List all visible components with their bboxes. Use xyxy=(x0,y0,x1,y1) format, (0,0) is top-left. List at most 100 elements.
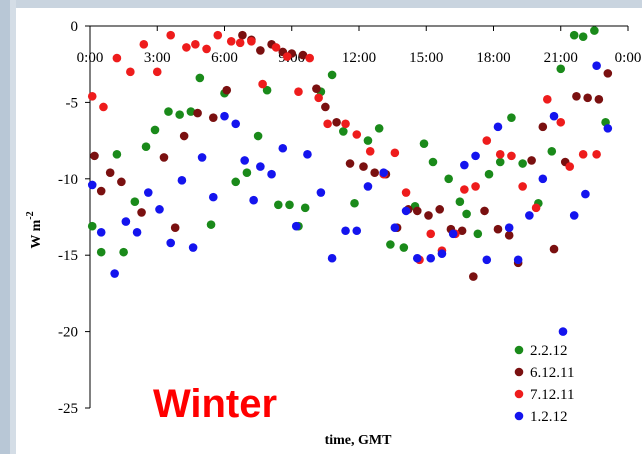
data-point xyxy=(294,87,303,97)
x-tick-label: 3:00 xyxy=(144,50,171,66)
data-point xyxy=(226,36,236,46)
data-point xyxy=(556,117,566,127)
data-point xyxy=(365,146,375,156)
data-point xyxy=(399,243,409,252)
legend: 2.2.12 6.12.11 7.12.11 1.2.12 xyxy=(514,343,574,425)
data-point xyxy=(527,156,536,165)
data-point xyxy=(152,67,162,77)
y-tick-label: -20 xyxy=(58,325,78,341)
data-point xyxy=(303,150,312,159)
data-point xyxy=(321,102,330,112)
data-point xyxy=(238,30,247,40)
data-point xyxy=(195,73,205,83)
data-point xyxy=(242,168,252,177)
legend-label: 6.12.11 xyxy=(530,365,574,381)
data-point xyxy=(202,44,211,54)
data-point xyxy=(231,119,241,129)
y-tick-label: -10 xyxy=(58,172,78,188)
data-point xyxy=(258,79,267,89)
data-point xyxy=(300,203,310,213)
legend-marker xyxy=(514,345,524,355)
y-tick-label: -25 xyxy=(58,401,78,417)
data-point xyxy=(350,198,359,208)
data-point xyxy=(507,113,516,122)
data-point xyxy=(401,188,411,197)
data-point xyxy=(312,84,321,93)
data-point xyxy=(271,43,281,52)
data-point xyxy=(352,226,362,236)
data-point xyxy=(592,61,601,71)
data-point xyxy=(341,119,350,129)
series-1 xyxy=(87,26,610,257)
y-tick-label: -5 xyxy=(66,95,79,111)
data-point xyxy=(572,91,581,101)
data-point xyxy=(507,151,516,161)
data-point xyxy=(504,223,514,232)
data-point xyxy=(177,176,187,185)
data-point xyxy=(175,110,184,119)
data-point xyxy=(137,208,146,217)
data-point xyxy=(99,102,108,112)
data-point xyxy=(327,253,337,263)
data-point xyxy=(186,107,196,116)
data-point xyxy=(390,223,400,232)
data-point xyxy=(435,205,445,214)
legend-marker xyxy=(514,367,524,377)
data-point xyxy=(213,30,223,40)
data-point xyxy=(363,136,373,145)
data-point xyxy=(590,26,599,35)
data-point xyxy=(166,238,175,248)
data-point xyxy=(428,157,438,167)
data-point xyxy=(603,124,613,133)
data-point xyxy=(513,255,523,265)
y-axis: 0 -5 -10 -15 -20 -25 xyxy=(58,19,91,417)
data-point xyxy=(206,220,216,229)
data-point xyxy=(493,224,503,234)
data-point xyxy=(426,253,436,263)
data-point xyxy=(182,43,191,52)
data-point xyxy=(379,168,388,177)
data-point xyxy=(583,93,592,103)
legend-label: 2.2.12 xyxy=(530,343,568,359)
data-point xyxy=(117,177,126,187)
data-point xyxy=(455,197,465,207)
legend-marker xyxy=(514,389,524,399)
season-annotation: Winter xyxy=(153,382,277,426)
x-tick-label: 0:00 xyxy=(615,50,642,66)
data-point xyxy=(543,95,552,104)
data-point xyxy=(164,107,173,116)
x-axis-title: time, GMT xyxy=(325,433,393,448)
data-point xyxy=(119,247,128,257)
x-tick-label: 21:00 xyxy=(544,50,578,66)
data-point xyxy=(150,125,160,135)
legend-marker xyxy=(514,411,524,421)
data-point xyxy=(345,159,355,168)
data-point xyxy=(247,36,256,46)
data-point xyxy=(386,240,395,249)
data-point xyxy=(352,130,362,139)
data-point xyxy=(121,217,131,226)
data-point xyxy=(235,38,245,48)
data-point xyxy=(484,169,494,179)
data-point xyxy=(412,253,422,263)
data-point xyxy=(412,206,422,216)
data-point xyxy=(493,122,503,132)
slide-top-border xyxy=(0,0,642,8)
slide-left-border-inner xyxy=(10,0,16,454)
data-point xyxy=(197,153,207,162)
data-point xyxy=(457,226,467,236)
data-point xyxy=(504,231,514,240)
data-point xyxy=(448,229,458,239)
data-point xyxy=(495,157,505,167)
data-point xyxy=(132,227,142,237)
data-point xyxy=(285,200,294,210)
data-point xyxy=(141,142,151,152)
data-point xyxy=(267,169,276,179)
data-point xyxy=(87,221,97,231)
data-point xyxy=(339,127,348,136)
data-point xyxy=(222,85,232,95)
data-point xyxy=(188,243,198,252)
data-point xyxy=(274,200,283,210)
data-point xyxy=(316,188,326,197)
data-point xyxy=(256,46,265,55)
